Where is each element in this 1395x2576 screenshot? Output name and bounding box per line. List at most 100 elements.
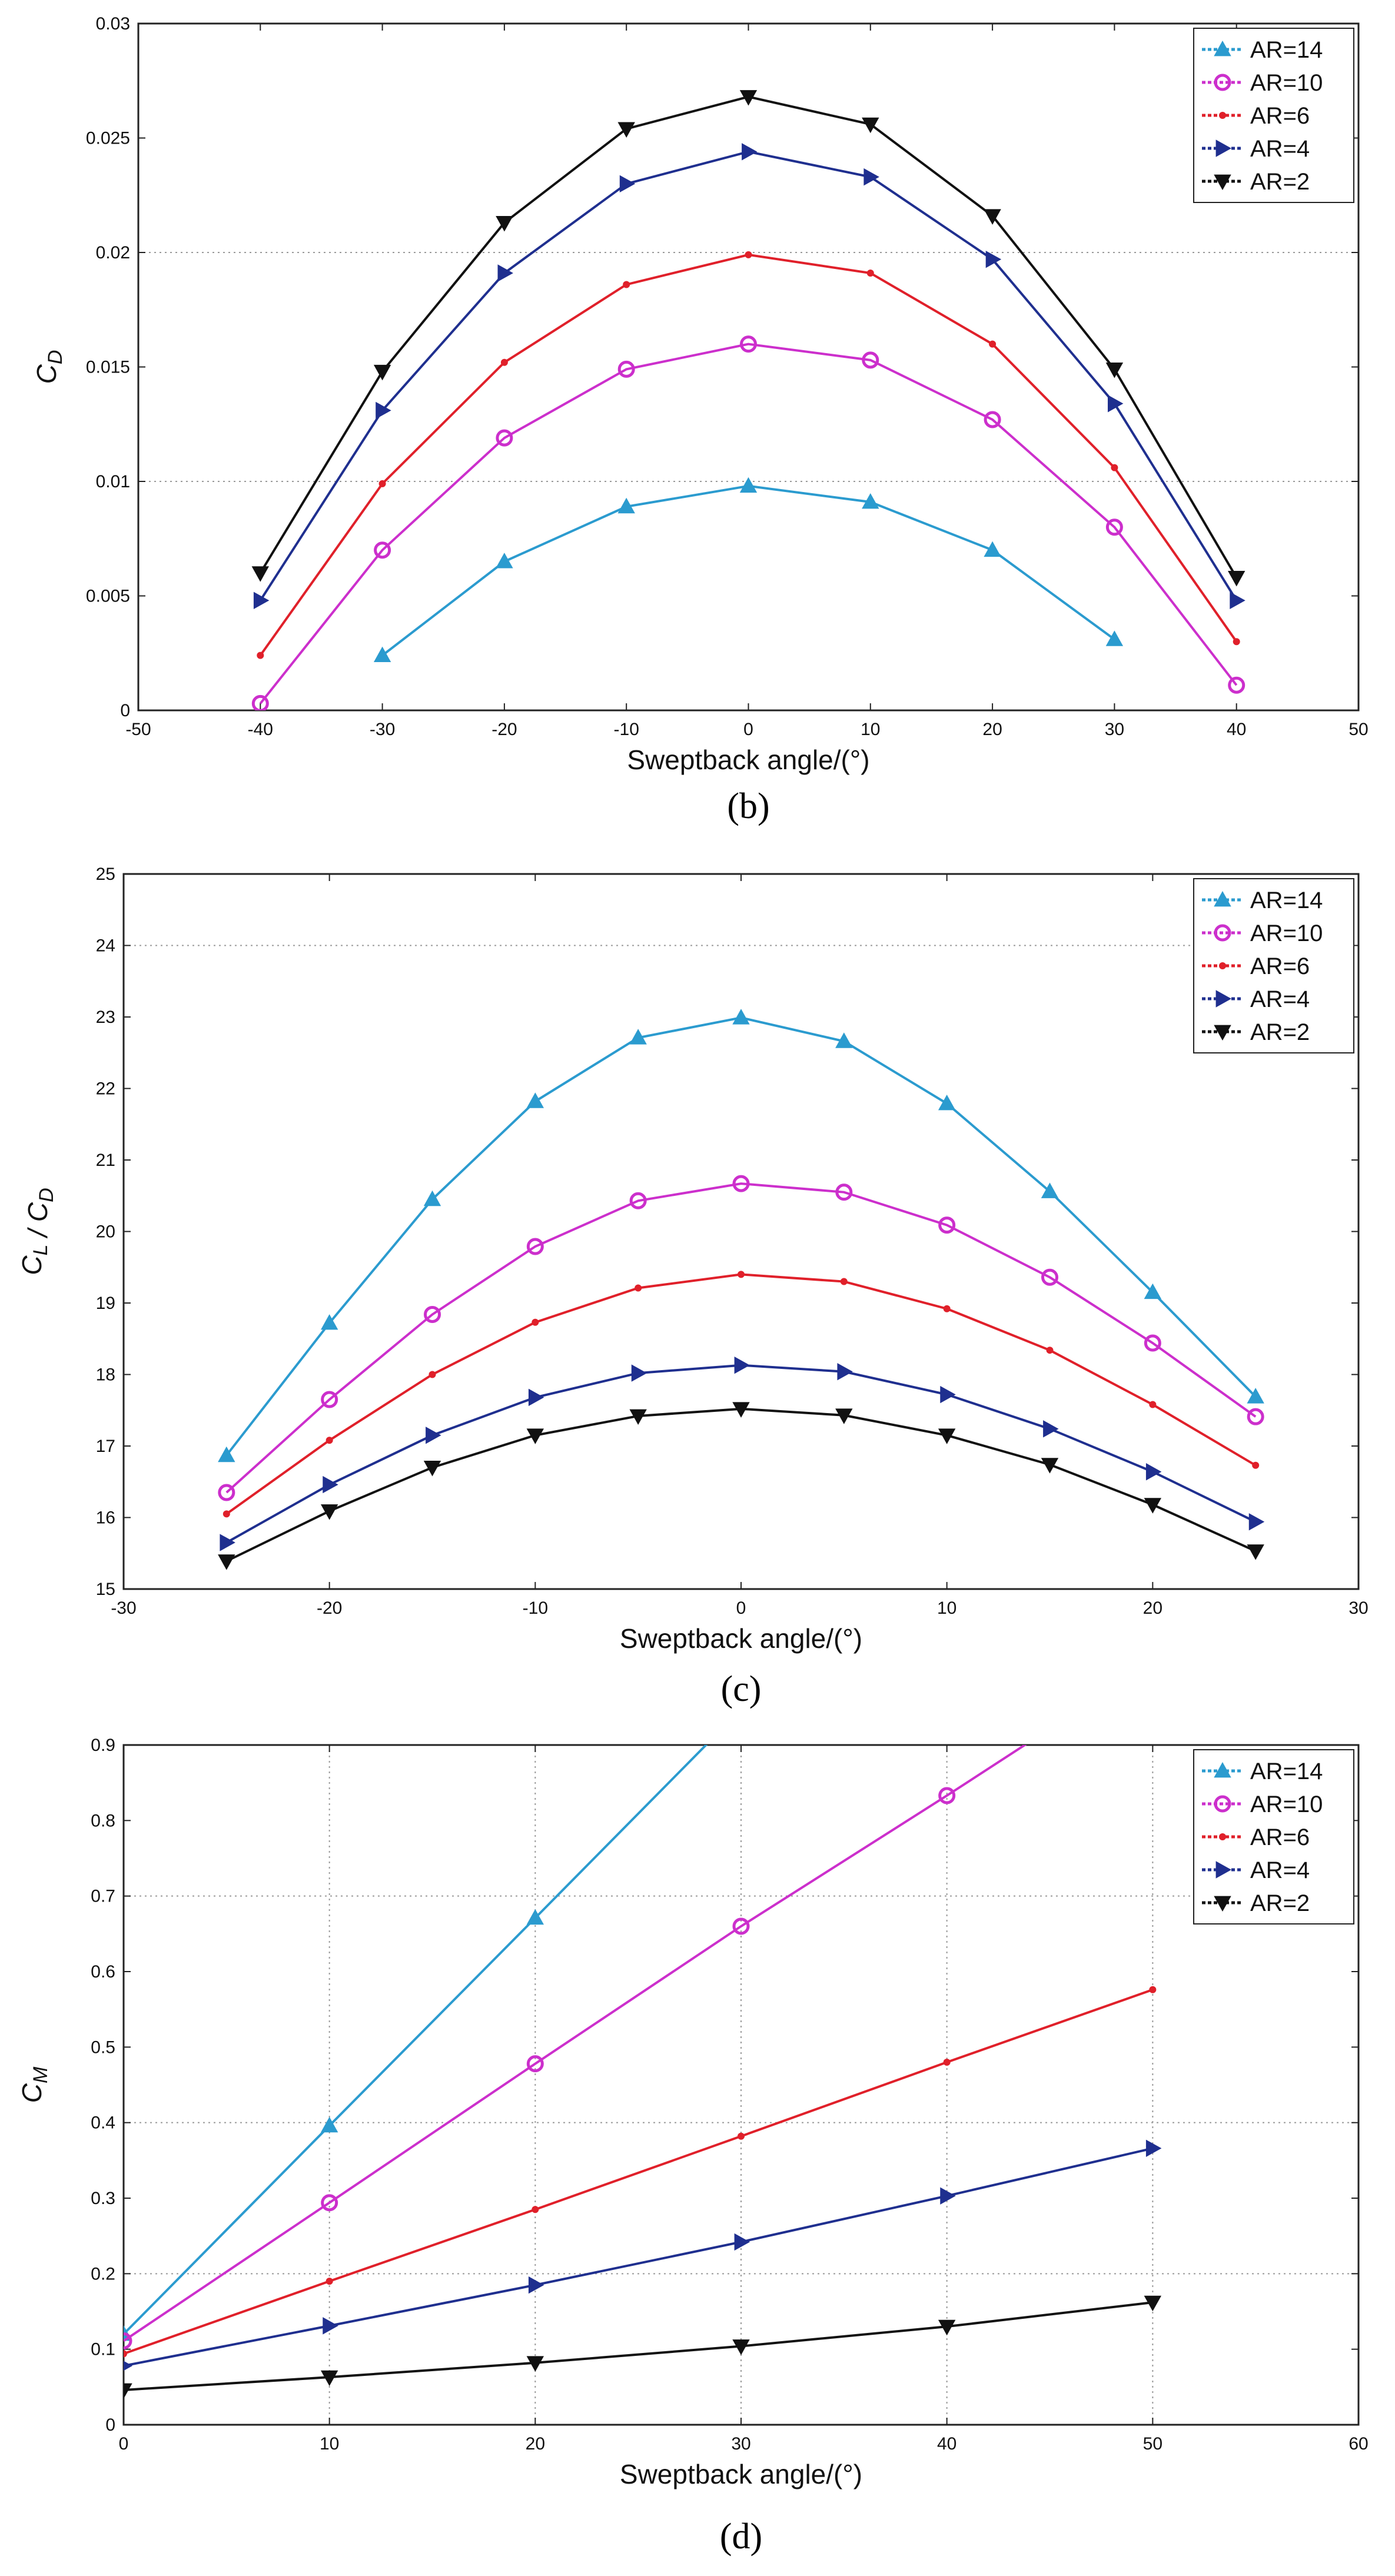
data-point-AR=14 [938,1094,956,1111]
data-point-AR=6 [943,2059,951,2066]
data-point-AR=10 [1041,1268,1058,1286]
series-line-AR=4 [259,150,1238,601]
x-tick-label: 20 [526,2434,545,2454]
panel-label: (b) [727,786,769,826]
y-tick-label: 0.2 [91,2264,115,2284]
data-point-AR=2 [938,1428,956,1444]
data-point-AR=2 [423,1461,441,1477]
data-point-AR=4 [124,2361,133,2371]
data-point-AR=6 [500,358,508,366]
y-tick-label: 18 [96,1365,115,1385]
data-point-AR=10 [526,2055,544,2073]
x-tick-label: 50 [1348,720,1368,739]
series-line-AR=2 [225,1407,1256,1563]
series-line-AR=10 [124,1745,1027,2342]
data-point-AR=4 [1043,1420,1059,1438]
data-point-AR=6 [989,340,997,348]
x-axis-label: Sweptback angle/(°) [627,744,869,775]
legend: AR=14 AR=10 AR=6 AR=4 AR=2 [1193,28,1354,203]
data-point-AR=4 [837,1362,853,1381]
x-tick-label: 30 [731,2434,750,2454]
data-point-AR=14 [423,1190,441,1206]
data-point-AR=2 [496,216,513,232]
data-point-AR=14 [1041,1182,1059,1198]
x-axis-label: Sweptback angle/(°) [620,2459,862,2489]
data-point-AR=10 [862,351,879,369]
data-point-AR=4 [1145,1463,1162,1481]
data-point-AR=4 [742,143,758,161]
data-point-AR=4 [1145,2139,1162,2157]
legend-marker [1214,174,1231,191]
series-group [251,90,1245,710]
legend-entry: AR=10 [1250,70,1323,96]
y-tick-label: 0.6 [91,1962,115,1982]
data-point-AR=2 [862,117,879,134]
data-point-AR=6 [1046,1347,1054,1354]
data-point-AR=10 [1228,676,1245,694]
data-point-AR=10 [526,1238,544,1255]
x-tick-label: 20 [1143,1598,1162,1618]
y-tick-label: 19 [96,1294,115,1313]
legend-entry: AR=14 [1250,37,1323,63]
data-point-AR=10 [938,1787,956,1804]
data-point-AR=4 [734,2233,750,2251]
panel-label: (d) [720,2517,762,2557]
data-point-AR=14 [1144,1283,1162,1299]
data-point-AR=4 [528,2276,544,2294]
y-tick-label: 17 [96,1437,115,1456]
data-point-AR=14 [320,1314,338,1330]
data-point-AR=6 [124,2350,127,2358]
data-point-AR=14 [984,541,1001,557]
data-point-AR=14 [320,2116,338,2133]
data-point-AR=6 [840,1278,848,1285]
y-tick-label: 0.9 [91,1736,115,1755]
data-point-AR=14 [835,1032,853,1048]
data-point-AR=4 [619,175,636,192]
data-point-AR=10 [218,1484,235,1501]
legend-marker [1214,1761,1231,1778]
data-point-AR=14 [739,477,758,493]
data-point-AR=6 [532,2206,539,2213]
data-point-AR=4 [426,1427,441,1444]
data-point-AR=10 [835,1184,853,1201]
legend-marker [1214,74,1231,91]
series-line-AR=14 [381,484,1115,657]
data-point-AR=2 [124,2383,132,2399]
legend-marker [1215,1861,1232,1879]
series-line-AR=4 [124,2147,1153,2367]
y-tick-label: 16 [96,1508,115,1528]
data-point-AR=6 [1233,638,1240,646]
data-point-AR=6 [745,251,752,258]
data-point-AR=4 [940,1385,956,1404]
y-tick-label: 0.01 [96,472,130,491]
legend-entry: AR=6 [1250,103,1310,129]
y-tick-label: 0.03 [96,14,130,34]
data-point-AR=4 [497,264,513,282]
x-tick-label: 60 [1348,2434,1368,2454]
y-tick-label: 21 [96,1151,115,1170]
x-tick-label: 40 [937,2434,956,2454]
data-point-AR=10 [1144,1334,1161,1352]
data-point-AR=4 [528,1388,544,1407]
series-line-AR=2 [124,2301,1153,2391]
legend-entry: AR=2 [1250,1019,1310,1045]
data-point-AR=14 [732,1009,750,1025]
data-point-AR=2 [1144,2295,1162,2312]
legend-marker [1219,112,1226,119]
data-point-AR=6 [866,270,874,277]
x-tick-label: -30 [111,1598,136,1618]
data-point-AR=6 [1149,1986,1157,1993]
legend: AR=14 AR=10 AR=6 AR=4 AR=2 [1193,878,1354,1053]
y-tick-label: 0.1 [91,2340,115,2359]
y-tick-label: 24 [96,936,115,956]
legend-entry: AR=14 [1250,888,1323,913]
x-tick-label: 30 [1105,720,1124,739]
legend-entry: AR=10 [1250,920,1323,946]
data-point-AR=2 [251,566,269,582]
legend-entry: AR=6 [1250,1824,1310,1850]
data-point-AR=6 [1149,1401,1157,1408]
data-point-AR=14 [526,1092,544,1108]
data-point-AR=10 [732,1917,750,1935]
y-axis-label: CL / CD [16,1188,58,1275]
